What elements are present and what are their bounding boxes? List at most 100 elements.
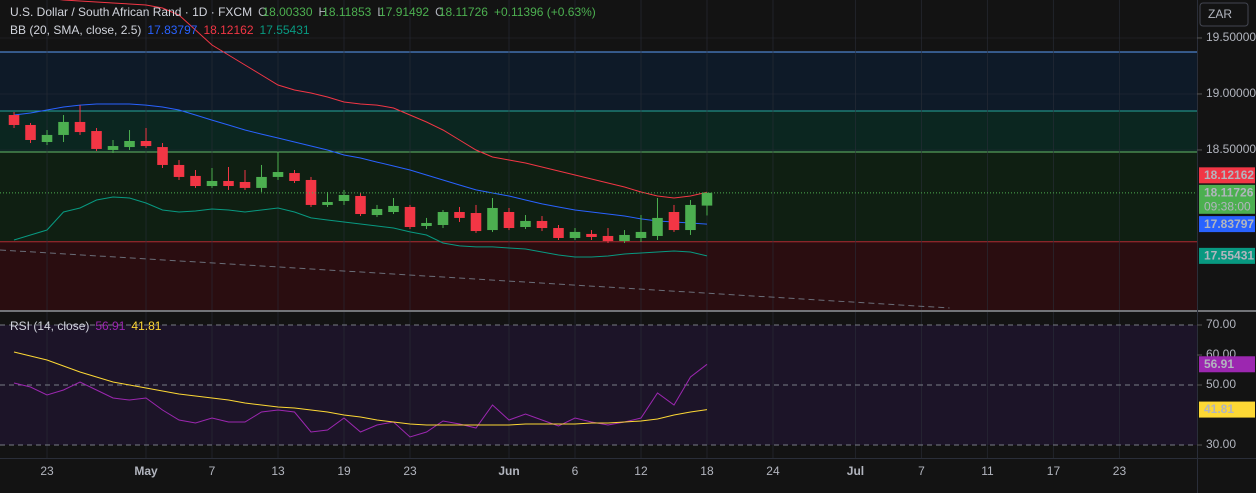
bb-lower-value: 17.55431: [259, 23, 310, 37]
candle-body: [91, 131, 102, 149]
candle-body: [371, 208, 383, 216]
price-badge-label: 17.55431: [1204, 249, 1254, 263]
candle-body: [652, 217, 663, 236]
rsi-legend: RSI (14, close) 56.91 41.81: [10, 319, 161, 333]
x-tick-label: 23: [1113, 464, 1127, 478]
rsi-ma-value: 41.81: [131, 319, 162, 333]
countdown-badge: [1199, 199, 1255, 214]
candle-body: [239, 181, 251, 188]
candle-body: [338, 194, 350, 202]
candle-body: [223, 180, 234, 187]
rsi-value: 56.91: [95, 319, 126, 333]
y-tick-label: 30.00: [1206, 437, 1236, 451]
x-tick-label: 23: [40, 464, 54, 478]
candle-body: [470, 213, 482, 232]
price-badge: [1199, 216, 1255, 233]
candle-body: [520, 220, 531, 228]
ohlc-item: O18.00330: [258, 5, 312, 19]
candle-body: [503, 212, 515, 229]
currency-button[interactable]: [1199, 2, 1249, 27]
candle-body: [355, 195, 366, 215]
rsi-line: [13, 363, 708, 438]
level-zone: [0, 110, 1197, 152]
bb-upper-value: 18.12162: [203, 23, 254, 37]
change: +0.11396 (+0.63%): [493, 5, 596, 19]
candle-body: [487, 207, 498, 231]
bb-legend: BB (20, SMA, close, 2.5) 17.83797 18.121…: [10, 23, 310, 37]
price-badge-label: 18.12162: [1204, 168, 1254, 182]
candle-body: [437, 212, 449, 225]
x-tick-label: 6: [572, 464, 579, 478]
price-badge-label: 41.81: [1204, 402, 1234, 416]
y-tick-label: 19.00000: [1206, 86, 1256, 100]
trendline: [0, 249, 950, 309]
bb-line: [13, 103, 708, 225]
candle-body: [404, 206, 416, 228]
price-badge: [1199, 247, 1255, 264]
level-zone: [0, 241, 1197, 310]
x-tick-label: 18: [700, 464, 714, 478]
price-badge-label: 17.83797: [1204, 217, 1254, 231]
y-tick-label: 19.50000: [1206, 30, 1256, 44]
rsi-line: [13, 351, 708, 426]
price-badge-label: 18.11726: [1204, 185, 1254, 199]
candle-body: [140, 141, 152, 147]
candle-body: [685, 204, 696, 231]
candle-body: [124, 141, 135, 148]
candle-body: [569, 231, 581, 238]
level-zone: [0, 151, 1197, 242]
candle-body: [190, 175, 201, 187]
candle-body: [8, 115, 20, 125]
candle-body: [74, 121, 86, 133]
bb-line: [59, 0, 708, 199]
candle-body: [536, 220, 548, 229]
candle-body: [41, 134, 53, 143]
candle-body: [272, 172, 284, 177]
candle-body: [421, 222, 432, 227]
x-tick-label: 24: [766, 464, 780, 478]
ohlc-key: L: [377, 5, 385, 19]
ohlc-value: 18.11726: [438, 5, 488, 19]
rsi-pane: [0, 312, 1197, 458]
ohlc-item: H18.11853: [319, 5, 372, 19]
candle-body: [602, 235, 614, 242]
ohlc-key: H: [318, 5, 328, 19]
ohlc-item: C18.11726: [435, 5, 488, 19]
x-tick-label: 19: [337, 464, 351, 478]
currency-label: ZAR: [1208, 7, 1232, 21]
price-badge: [1199, 356, 1255, 373]
symbol-title: U.S. Dollar / South African Rand · 1D · …: [10, 5, 253, 19]
candle-body: [173, 164, 185, 177]
candle-body: [635, 231, 647, 238]
candle-body: [289, 173, 300, 181]
level-zone: [0, 51, 1197, 111]
bb-line: [13, 196, 708, 258]
y-tick-label: 70.00: [1206, 317, 1236, 331]
candle-body: [157, 147, 168, 165]
candle-body: [586, 233, 597, 237]
x-tick-label: 23: [403, 464, 417, 478]
ohlc: O18.00330 H18.11853 L17.91492 C18.11726: [258, 5, 488, 19]
price-badge: [1199, 401, 1255, 418]
candle-body: [388, 205, 399, 213]
candle-body: [58, 121, 69, 135]
ohlc-key: C: [435, 5, 444, 19]
x-tick-label: 7: [209, 464, 216, 478]
ohlc-item: L17.91492: [377, 5, 429, 19]
price-badge-label: 56.91: [1204, 357, 1234, 371]
candle-body: [206, 180, 218, 187]
x-tick-label: Jun: [498, 464, 519, 478]
candle-body: [322, 202, 333, 205]
price-legend: U.S. Dollar / South African Rand · 1D · …: [10, 5, 596, 19]
candle-body: [25, 124, 36, 140]
ohlc-value: 18.00330: [262, 5, 313, 19]
candle-body: [619, 234, 630, 242]
ohlc-value: 17.91492: [379, 5, 430, 19]
candle-body: [701, 192, 713, 206]
ohlc-key: O: [258, 5, 268, 19]
bb-basis-value: 17.83797: [147, 23, 198, 37]
candle-body: [107, 146, 119, 150]
